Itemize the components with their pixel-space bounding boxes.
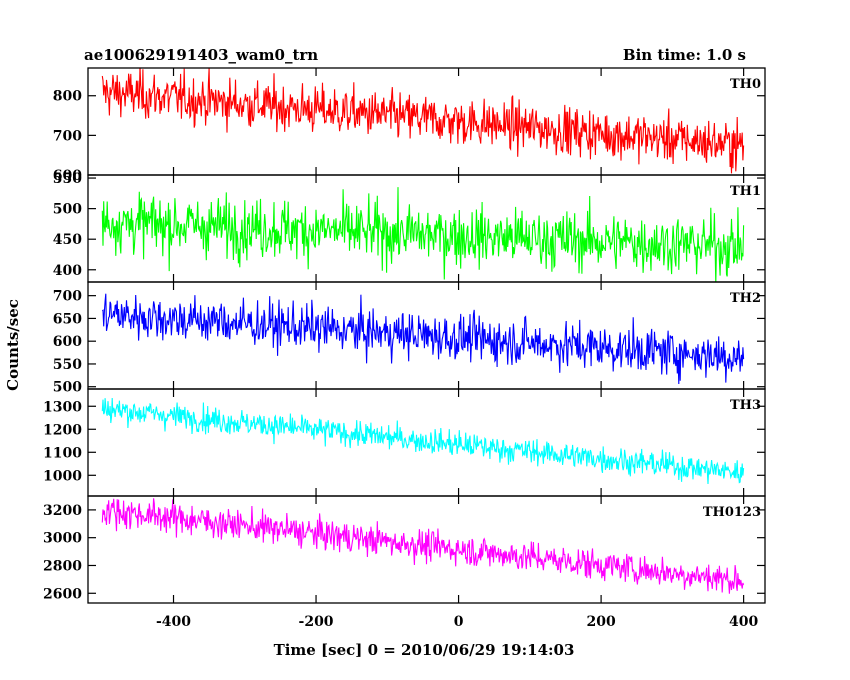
x-tick-label: 400 bbox=[729, 614, 758, 630]
panel-th0: 600 700 800 TH0 bbox=[53, 67, 766, 184]
y-tick-label: 1100 bbox=[43, 445, 82, 461]
y-tick-label: 1000 bbox=[43, 468, 82, 484]
y-tick-label: 2800 bbox=[43, 558, 82, 574]
y-tick-label: 1300 bbox=[43, 399, 82, 415]
y-tick-label: 600 bbox=[53, 168, 82, 184]
panel-th1: 400 450 500 550 TH1 bbox=[53, 171, 766, 283]
x-tick-label: 0 bbox=[454, 614, 464, 630]
y-tick-label: 700 bbox=[53, 128, 82, 144]
series-line-th0123 bbox=[101, 498, 745, 594]
series-line-th3 bbox=[101, 397, 745, 485]
y-tick-label: 3200 bbox=[43, 503, 82, 519]
panel-th3: 1000 1100 1200 1300 TH3 bbox=[43, 388, 766, 497]
y-tick-label: 400 bbox=[53, 263, 82, 279]
x-tick-label: -400 bbox=[156, 614, 191, 630]
y-tick-label: 600 bbox=[53, 334, 82, 350]
y-tick-label: 2600 bbox=[43, 586, 82, 602]
series-line-th1 bbox=[101, 187, 745, 282]
panel-th0123: 2600 2800 3000 3200 TH0123 bbox=[43, 495, 766, 604]
y-axis-label: Counts/sec bbox=[4, 299, 22, 391]
x-tick-label: 200 bbox=[586, 614, 615, 630]
series-line-th2 bbox=[101, 293, 745, 385]
x-axis: -400 -200 0 200 400 bbox=[156, 614, 758, 630]
y-tick-label: 500 bbox=[53, 202, 82, 218]
y-tick-label: 550 bbox=[53, 357, 82, 373]
panel-label: TH0123 bbox=[703, 505, 761, 520]
panel-frame bbox=[87, 495, 766, 604]
y-tick-label: 800 bbox=[53, 89, 82, 105]
figure-title: ae100629191403_wam0_trn bbox=[84, 46, 318, 64]
bin-time-label: Bin time: 1.0 s bbox=[623, 46, 746, 64]
y-tick-label: 650 bbox=[53, 311, 82, 327]
panel-label: TH1 bbox=[730, 184, 761, 199]
y-tick-label: 450 bbox=[53, 232, 82, 248]
panel-label: TH2 bbox=[730, 291, 761, 306]
x-tick-label: -200 bbox=[299, 614, 334, 630]
panel-th2: 500 550 600 650 700 TH2 bbox=[53, 281, 766, 396]
y-tick-label: 550 bbox=[53, 171, 82, 187]
y-tick-label: 1200 bbox=[43, 422, 82, 438]
y-tick-label: 3000 bbox=[43, 531, 82, 547]
y-tick-label: 500 bbox=[53, 380, 82, 396]
x-axis-label: Time [sec] 0 = 2010/06/29 19:14:03 bbox=[274, 641, 575, 659]
panel-label: TH0 bbox=[730, 77, 761, 92]
panel-label: TH3 bbox=[730, 398, 761, 413]
y-tick-label: 700 bbox=[53, 289, 82, 305]
series-line-th0 bbox=[101, 68, 745, 174]
panels-group: 600700800TH0400450500550TH15005506006507… bbox=[43, 67, 766, 604]
